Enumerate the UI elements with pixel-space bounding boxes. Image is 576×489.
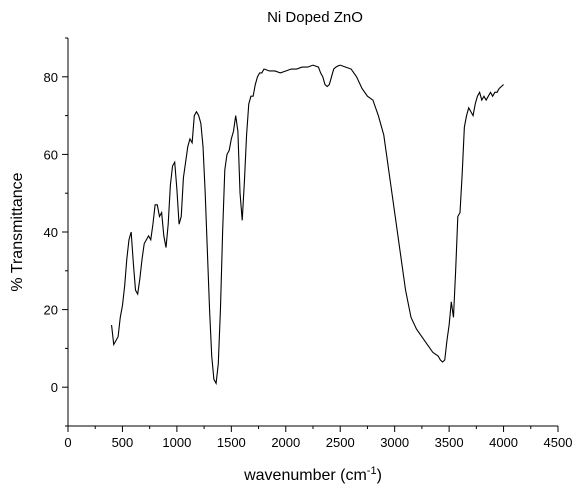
y-ticks: 0 20 40 60 80 — [44, 37, 68, 427]
x-ticks: 0 500 1000 1500 2000 2500 3000 3500 4000 4500 — [64, 426, 572, 450]
y-tick-label: 60 — [44, 147, 58, 162]
y-tick-label: 0 — [51, 380, 58, 395]
y-axis-title: % Transmittance — [9, 172, 26, 291]
x-tick-label: 3000 — [380, 435, 409, 450]
y-tick-label: 20 — [44, 303, 58, 318]
x-tick-label: 1000 — [162, 435, 191, 450]
y-tick-label: 80 — [44, 70, 58, 85]
x-tick-label: 2000 — [271, 435, 300, 450]
x-tick-label: 3500 — [435, 435, 464, 450]
x-axis-title-superscript: -1 — [367, 465, 377, 477]
x-axis-title-main: wavenumber (cm — [243, 467, 367, 484]
chart-title: Ni Doped ZnO — [267, 9, 363, 26]
x-axis-title-close: ) — [377, 467, 382, 484]
x-tick-label: 4500 — [544, 435, 573, 450]
x-axis-title: wavenumber (cm-1) — [243, 465, 382, 484]
x-tick-label: 2500 — [326, 435, 355, 450]
x-tick-label: 4000 — [489, 435, 518, 450]
y-tick-label: 40 — [44, 225, 58, 240]
x-tick-label: 1500 — [217, 435, 246, 450]
x-tick-label: 500 — [112, 435, 134, 450]
series-line — [111, 64, 504, 386]
x-tick-label: 0 — [64, 435, 71, 450]
